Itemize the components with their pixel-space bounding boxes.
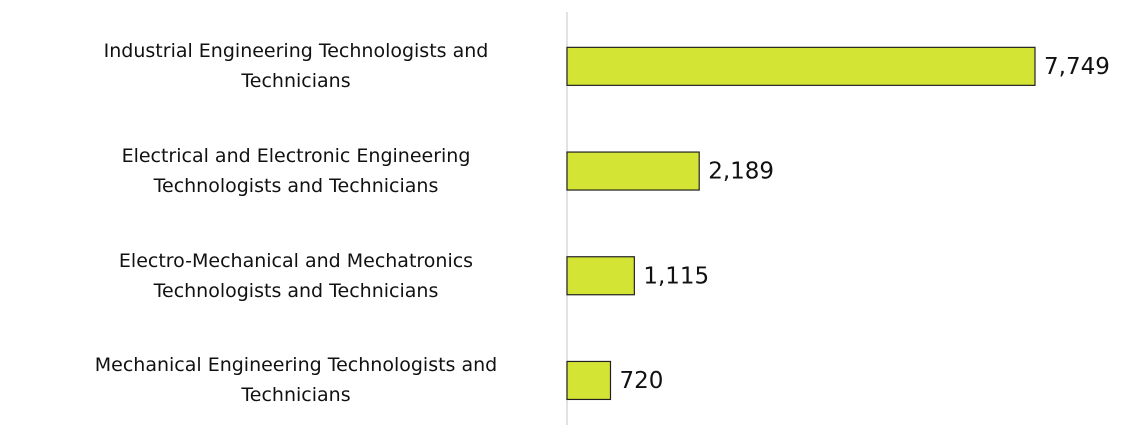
bar xyxy=(566,360,612,401)
category-label: Electro-Mechanical and Mechatronics Tech… xyxy=(0,246,535,306)
category-label: Industrial Engineering Technologists and… xyxy=(0,36,535,96)
bar xyxy=(566,256,635,296)
bar xyxy=(566,46,1036,86)
category-label: Mechanical Engineering Technologists and… xyxy=(0,350,535,410)
category-text: Industrial Engineering Technologists and… xyxy=(103,40,489,93)
category-text: Electrical and Electronic Engineering Te… xyxy=(121,145,471,198)
bar xyxy=(566,151,700,191)
data-label: 7,749 xyxy=(1044,54,1110,80)
category-text: Mechanical Engineering Technologists and… xyxy=(94,354,498,407)
category-label: Electrical and Electronic Engineering Te… xyxy=(0,141,535,201)
data-label: 1,115 xyxy=(643,263,709,289)
data-label: 2,189 xyxy=(708,159,774,185)
category-text: Electro-Mechanical and Mechatronics Tech… xyxy=(118,249,474,302)
data-label: 720 xyxy=(619,368,663,394)
